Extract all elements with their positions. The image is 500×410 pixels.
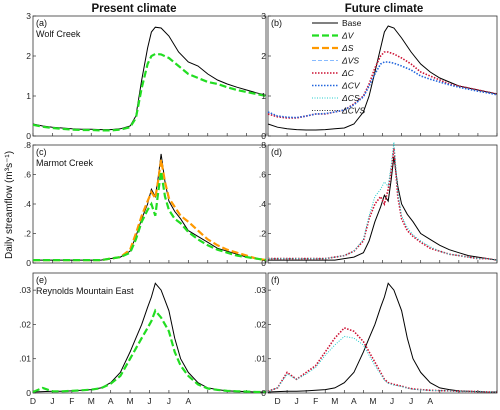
- y-tick-label: .03: [19, 285, 31, 295]
- y-axis-label: Daily streamflow (m³s⁻¹): [4, 151, 15, 259]
- panel-frame: [267, 144, 498, 264]
- y-tick-label: 2: [26, 51, 31, 61]
- series-line-delta-cv: [267, 61, 498, 119]
- y-tick-label: 0: [26, 388, 31, 398]
- y-tick-label: .03: [254, 285, 266, 295]
- panel-a: 0 1 2 3 (a)Wolf Creek: [26, 11, 267, 141]
- y-tick-label: 1: [26, 91, 31, 101]
- legend-label-delta-s: ΔS: [341, 43, 354, 53]
- legend-label-delta-cs: ΔCS: [341, 93, 360, 103]
- site-label: Wolf Creek: [36, 29, 81, 39]
- panel-frame: [32, 15, 267, 137]
- x-tick-label: A: [185, 396, 191, 406]
- y-tick-label: 0: [26, 258, 31, 268]
- series-line-base: [33, 153, 267, 261]
- panel-label: (e): [36, 275, 47, 285]
- y-tick-label: .6: [24, 170, 31, 180]
- series-line-base: [267, 25, 498, 131]
- site-label: Reynolds Mountain East: [36, 286, 134, 296]
- series-line-delta-c: [267, 51, 498, 119]
- panel-frame: [267, 272, 498, 394]
- y-tick-label: 3: [26, 11, 31, 21]
- y-tick-label: 3: [261, 11, 266, 21]
- series-line-delta-s: [33, 159, 267, 262]
- site-label: Marmot Creek: [36, 158, 94, 168]
- y-tick-label: .8: [259, 140, 266, 150]
- x-tick-label: F: [69, 396, 74, 406]
- y-tick-label: .6: [259, 170, 266, 180]
- series-line-delta-v: [33, 171, 267, 262]
- legend-label-delta-vs: ΔVS: [341, 56, 359, 66]
- series-line-delta-v: [32, 308, 266, 394]
- panel-c: 0 .2 .4 .6 .8 (c)Marmot Creek: [24, 140, 267, 268]
- legend-label-delta-v: ΔV: [341, 31, 355, 41]
- x-tick-label: F: [313, 396, 318, 406]
- y-tick-label: 1: [261, 91, 266, 101]
- legend-label-delta-c: ΔC: [341, 68, 355, 78]
- col-title-present: Present climate: [91, 3, 176, 15]
- series-line-base: [267, 282, 497, 393]
- y-tick-label: 0: [26, 131, 31, 141]
- y-tick-label: 0: [261, 131, 266, 141]
- legend-label-delta-cv: ΔCV: [341, 81, 361, 91]
- y-tick-label: .01: [19, 354, 31, 364]
- legend-label-base: Base: [342, 18, 362, 28]
- legend-label-delta-cvs: ΔCVS: [341, 106, 366, 116]
- x-tick-label: J: [390, 396, 394, 406]
- x-tick-label: D: [30, 396, 36, 406]
- y-tick-label: .01: [254, 354, 266, 364]
- x-tick-label: J: [50, 396, 54, 406]
- y-tick-label: .2: [259, 229, 266, 239]
- y-tick-label: 2: [261, 51, 266, 61]
- panel-e: 0 .01 .02 .03 D J F M A M J J A (e)Reynolds Mountain …: [19, 272, 267, 406]
- x-tick-label: M: [369, 396, 376, 406]
- panel-label: (c): [36, 147, 47, 157]
- panel-d: 0 .2 .4 .6 .8 (d): [259, 140, 498, 268]
- x-tick-label: D: [274, 396, 280, 406]
- x-tick-label: J: [295, 396, 299, 406]
- y-tick-label: 0: [261, 388, 266, 398]
- y-tick-label: .02: [254, 319, 266, 329]
- y-tick-label: .4: [24, 199, 31, 209]
- x-tick-label: M: [127, 396, 134, 406]
- x-tick-label: A: [108, 396, 114, 406]
- x-tick-label: A: [427, 396, 433, 406]
- x-tick-label: J: [167, 396, 171, 406]
- panel-b: 0 1 2 3 (b): [261, 11, 498, 141]
- x-tick-label: J: [409, 396, 413, 406]
- series-line-delta-v: [32, 52, 267, 132]
- y-tick-label: .4: [259, 199, 266, 209]
- panel-frame: [32, 272, 267, 394]
- panel-label: (f): [271, 275, 280, 285]
- series-line-base: [268, 156, 498, 261]
- y-tick-label: 0: [261, 258, 266, 268]
- x-tick-label: J: [147, 396, 151, 406]
- col-title-future: Future climate: [345, 3, 424, 15]
- y-tick-label: .2: [24, 229, 31, 239]
- y-tick-label: .8: [24, 140, 31, 150]
- x-tick-label: M: [88, 396, 95, 406]
- panel-label: (b): [271, 18, 282, 28]
- panel-frame: [267, 15, 498, 137]
- series-line-delta-cs: [268, 142, 498, 261]
- series-line-delta-c: [267, 326, 497, 393]
- legend: Base ΔV ΔS ΔVS ΔC ΔCV ΔCS ΔCVS: [312, 18, 366, 116]
- panel-label: (a): [36, 18, 47, 28]
- panel-f: 0 .01 .02 .03 D J F M A M J J A (f): [254, 272, 498, 406]
- panel-label: (d): [271, 147, 282, 157]
- y-tick-label: .02: [19, 319, 31, 329]
- x-tick-label: A: [351, 396, 357, 406]
- x-tick-label: M: [331, 396, 338, 406]
